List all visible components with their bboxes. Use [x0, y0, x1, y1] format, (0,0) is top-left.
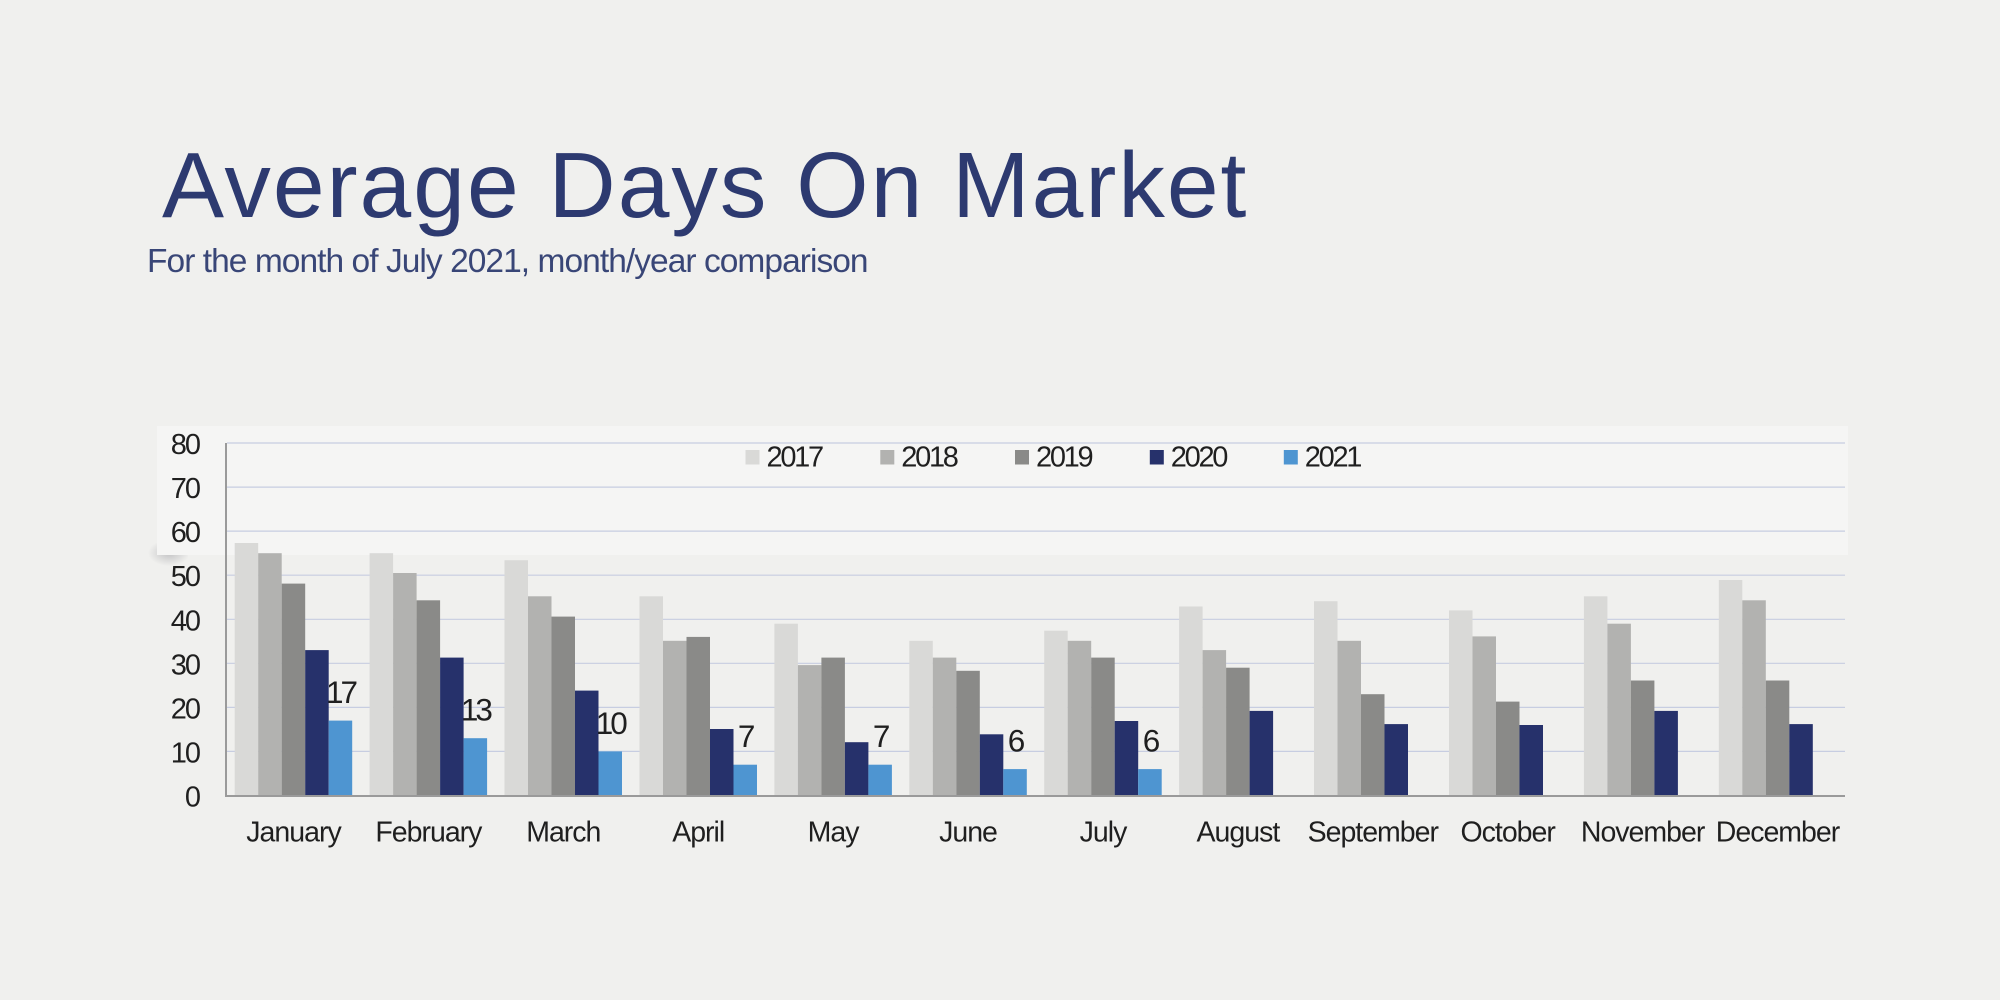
svg-text:7: 7: [738, 718, 754, 754]
svg-text:March: March: [526, 817, 600, 849]
svg-text:June: June: [939, 817, 997, 849]
svg-text:December: December: [1716, 817, 1841, 849]
svg-text:September: September: [1308, 817, 1440, 849]
svg-text:80: 80: [171, 429, 200, 461]
svg-text:17: 17: [326, 674, 357, 710]
svg-text:0: 0: [185, 782, 200, 814]
svg-text:2020: 2020: [1171, 442, 1227, 474]
svg-text:August: August: [1197, 817, 1281, 849]
svg-text:10: 10: [596, 705, 628, 741]
svg-text:13: 13: [461, 692, 493, 728]
svg-text:July: July: [1080, 817, 1128, 849]
svg-text:40: 40: [171, 605, 200, 637]
svg-text:70: 70: [171, 473, 200, 505]
svg-text:7: 7: [873, 718, 889, 754]
svg-text:February: February: [375, 817, 483, 849]
svg-text:6: 6: [1143, 723, 1160, 759]
svg-text:May: May: [808, 817, 861, 849]
svg-text:2018: 2018: [901, 442, 957, 474]
svg-text:April: April: [672, 817, 724, 849]
svg-text:30: 30: [171, 649, 200, 681]
svg-text:60: 60: [171, 517, 200, 549]
svg-text:10: 10: [171, 737, 200, 769]
svg-text:2017: 2017: [767, 442, 823, 474]
svg-text:2019: 2019: [1036, 442, 1092, 474]
svg-text:20: 20: [171, 693, 200, 725]
svg-text:November: November: [1581, 817, 1706, 849]
svg-text:October: October: [1461, 817, 1557, 849]
svg-text:6: 6: [1008, 723, 1025, 759]
svg-text:January: January: [246, 817, 342, 849]
svg-text:50: 50: [171, 561, 200, 593]
svg-text:2021: 2021: [1305, 442, 1361, 474]
